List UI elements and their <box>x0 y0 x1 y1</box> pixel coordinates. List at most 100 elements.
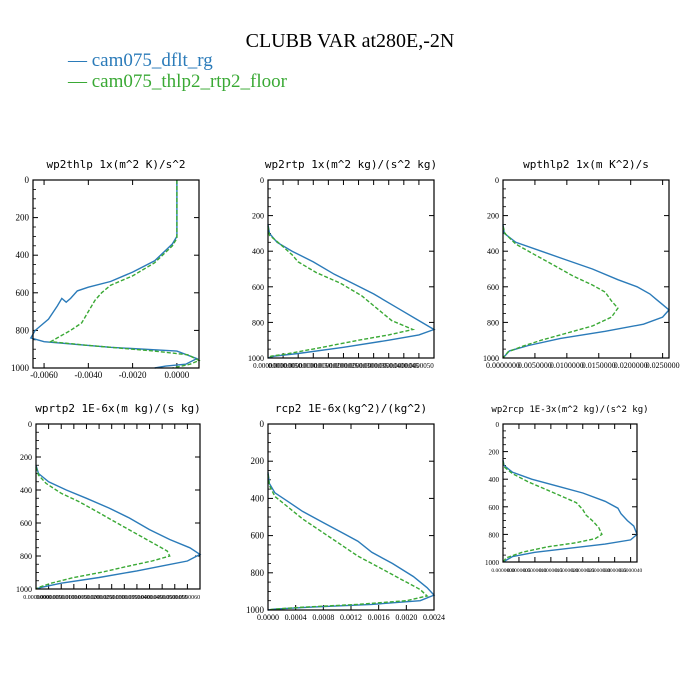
y-tick-label: 800 <box>252 318 264 327</box>
x-tick-label: 0.0000025 <box>571 568 595 574</box>
plot-frame <box>35 423 201 590</box>
y-tick-label: 400 <box>251 493 265 503</box>
x-tick-label: 0.0000060 <box>175 595 201 601</box>
panel-title: wp2rcp 1E-3x(m^2 kg)/(s^2 kg) <box>491 405 648 415</box>
plot-frame <box>32 179 200 369</box>
y-tick-label: 200 <box>489 449 500 457</box>
y-tick-label: 400 <box>252 247 264 256</box>
x-tick-label: 0.0000000 <box>253 362 283 370</box>
x-tick-label: 0.0000030 <box>587 568 611 574</box>
y-tick-label: 1000 <box>16 585 32 594</box>
series-line-floor <box>267 474 429 611</box>
panel-title: rcp2 1E-6x(kg^2)/(kg^2) <box>275 402 427 415</box>
plot-frame <box>502 179 670 359</box>
y-tick-label: 800 <box>20 552 32 561</box>
x-tick-label: 0.0000015 <box>539 568 563 574</box>
panel-6: wp2rcp 1E-3x(m^2 kg)/(s^2 kg) 0 200 400 600 8… <box>485 405 649 574</box>
series-line-dflt <box>29 180 199 369</box>
x-tick-label: 0.0000045 <box>137 595 163 601</box>
y-tick-label: 600 <box>489 504 500 512</box>
y-tick-label: 0 <box>260 176 264 185</box>
y-tick-label: 0 <box>260 419 265 429</box>
x-tick-label: 0.0000010 <box>523 568 547 574</box>
y-tick-label: 400 <box>487 247 499 256</box>
x-tick-label: -0.0020 <box>119 370 147 380</box>
y-tick-label: 1000 <box>246 605 265 615</box>
x-tick-label: 0.0000 <box>257 613 279 622</box>
x-tick-label: 0.0000035 <box>112 595 138 601</box>
y-tick-label: 200 <box>487 212 499 221</box>
y-tick-label: 200 <box>251 456 265 466</box>
legend-label-dflt: cam075_dflt_rg <box>91 50 213 71</box>
y-tick-label: 200 <box>16 213 30 223</box>
figure-title: CLUBB VAR at280E,-2N <box>245 30 455 52</box>
x-tick-label: 0.0000 <box>164 370 189 380</box>
y-tick-label: 600 <box>487 283 499 292</box>
y-tick-label: 600 <box>252 283 264 292</box>
plot-frame <box>267 179 435 359</box>
legend-item-dflt: — cam075_dflt_rg <box>68 50 213 71</box>
x-tick-label: 0.0000040 <box>619 568 643 574</box>
panel-1: wp2thlp 1x(m^2 K)/s^202004006008001000-0… <box>11 158 201 380</box>
x-tick-label: 0.0024 <box>423 613 445 622</box>
x-tick-label: 0.0000005 <box>507 568 531 574</box>
x-tick-label: 0.0000020 <box>74 595 100 601</box>
x-tick-label: 0.0012 <box>340 613 362 622</box>
x-tick-label: 0.0000050 <box>404 362 434 370</box>
x-tick-label: 0.0000025 <box>86 595 112 601</box>
series-line-floor <box>502 226 619 359</box>
series-line-floor <box>35 466 171 590</box>
y-tick-label: 800 <box>487 318 499 327</box>
x-tick-label: 0.0000015 <box>298 362 328 370</box>
x-tick-label: 0.0000025 <box>329 362 359 370</box>
plot-frame <box>502 423 638 563</box>
y-tick-label: 600 <box>251 531 265 541</box>
y-tick-label: 400 <box>20 486 32 495</box>
series-line-floor <box>267 226 416 359</box>
x-tick-label: 0.0008 <box>312 613 334 622</box>
panel-title: wpthlp2 1x(m K^2)/s <box>523 158 649 171</box>
x-tick-label: 0.0000020 <box>555 568 579 574</box>
y-tick-label: 800 <box>251 568 265 578</box>
x-tick-label: 0.0020 <box>395 613 417 622</box>
panel-title: wprtp2 1E-6x(m kg)/(s kg) <box>35 402 201 415</box>
panel-title: wp2thlp 1x(m^2 K)/s^2 <box>46 158 185 171</box>
x-tick-label: 0.0000040 <box>374 362 404 370</box>
legend-item-floor: — cam075_thlp2_rtp2_floor <box>68 71 287 92</box>
y-tick-label: 400 <box>16 250 30 260</box>
y-tick-label: 800 <box>489 531 500 539</box>
y-tick-label: 200 <box>252 212 264 221</box>
x-tick-label: 0.0004 <box>285 613 307 622</box>
x-tick-label: 0.0200000 <box>614 361 648 370</box>
y-tick-label: 0 <box>28 420 32 429</box>
x-tick-label: 0.0000030 <box>99 595 125 601</box>
x-tick-label: 0.0000005 <box>268 362 298 370</box>
x-tick-label: 0.0000010 <box>283 362 313 370</box>
x-tick-label: 0.0000005 <box>36 595 62 601</box>
y-tick-label: 0 <box>495 176 499 185</box>
panel-4: wprtp2 1E-6x(m kg)/(s kg)0 200 400 600 800 10… <box>16 402 202 601</box>
x-tick-label: 0.0000015 <box>61 595 87 601</box>
y-tick-label: 0 <box>496 421 500 429</box>
x-tick-label: 0.0000020 <box>313 362 343 370</box>
y-tick-label: 400 <box>489 476 500 484</box>
legend-label-floor: cam075_thlp2_rtp2_floor <box>91 71 287 92</box>
y-tick-label: 1000 <box>485 559 500 567</box>
y-tick-label: 600 <box>20 519 32 528</box>
x-tick-label: 0.0000035 <box>359 362 389 370</box>
x-tick-label: -0.0060 <box>30 370 58 380</box>
x-tick-label: 0.0150000 <box>582 361 616 370</box>
panel-2: wp2rtp 1x(m^2 kg)/(s^2 kg)0 200 400 600 800 1… <box>248 158 437 370</box>
x-tick-label: 0.0000000 <box>486 361 520 370</box>
x-tick-label: -0.0040 <box>74 370 102 380</box>
x-tick-label: 0.0000040 <box>124 595 150 601</box>
series-line-floor <box>502 461 603 563</box>
series-line-dflt <box>267 224 436 359</box>
x-tick-label: 0.0000045 <box>389 362 419 370</box>
y-tick-label: 1000 <box>483 354 499 363</box>
series-line-floor <box>48 180 201 369</box>
x-tick-label: 0.0000050 <box>149 595 175 601</box>
x-tick-label: 0.0000010 <box>48 595 74 601</box>
x-tick-label: 0.0050000 <box>518 361 552 370</box>
